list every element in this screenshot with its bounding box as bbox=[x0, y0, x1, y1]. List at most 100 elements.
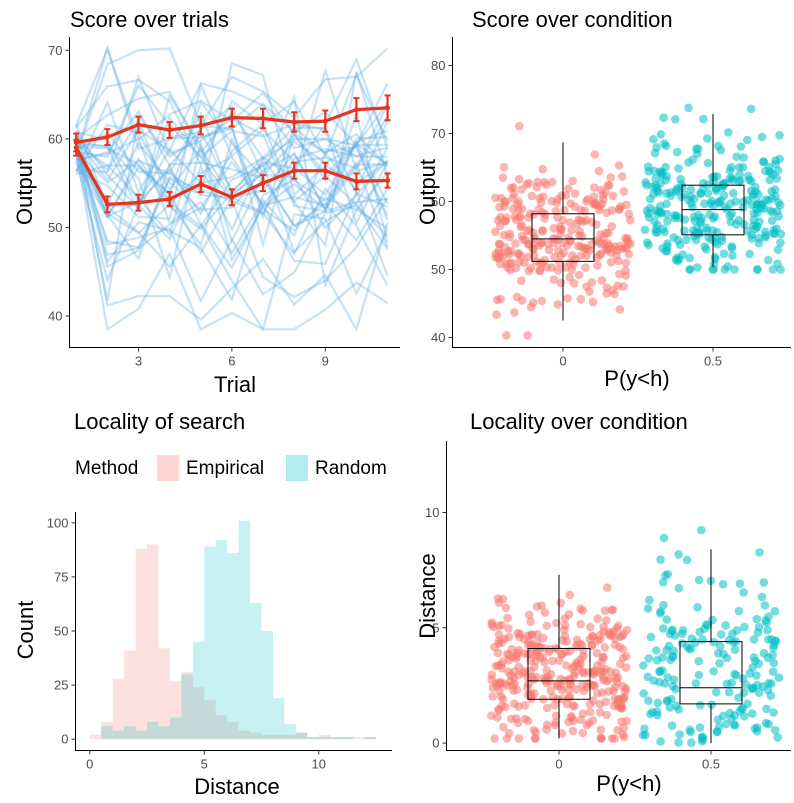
data-point bbox=[553, 245, 563, 255]
data-point bbox=[526, 209, 535, 218]
data-point bbox=[774, 673, 784, 682]
x-tick-label: 10 bbox=[311, 757, 325, 772]
data-point bbox=[674, 164, 683, 173]
data-point bbox=[707, 196, 716, 206]
mean-point bbox=[135, 122, 141, 128]
histogram-bar-empirical bbox=[169, 680, 182, 740]
data-point bbox=[556, 598, 565, 608]
data-point bbox=[768, 667, 778, 676]
data-point bbox=[605, 241, 614, 251]
data-point bbox=[694, 670, 704, 680]
data-point bbox=[586, 622, 595, 632]
data-point bbox=[649, 189, 658, 199]
histogram-bar-empirical bbox=[307, 737, 319, 740]
data-point bbox=[767, 635, 777, 644]
data-point bbox=[621, 271, 631, 280]
data-point bbox=[488, 692, 498, 701]
data-point bbox=[525, 610, 534, 620]
data-point bbox=[707, 700, 716, 709]
data-point bbox=[501, 603, 511, 613]
data-point bbox=[714, 722, 724, 732]
data-point bbox=[609, 627, 619, 636]
data-point bbox=[494, 630, 504, 639]
data-point bbox=[656, 609, 665, 618]
data-point bbox=[504, 632, 514, 642]
axis-ticks-group: 0 25 50 75 100 0 5 10 bbox=[47, 515, 326, 771]
data-point bbox=[643, 604, 653, 613]
data-point bbox=[718, 580, 728, 589]
data-point bbox=[711, 237, 720, 247]
data-point bbox=[716, 630, 726, 639]
data-point bbox=[551, 718, 560, 727]
data-point bbox=[498, 657, 507, 666]
x-tick-label: 0.5 bbox=[702, 757, 720, 772]
data-point bbox=[745, 175, 754, 185]
data-point bbox=[769, 658, 779, 668]
data-point bbox=[659, 600, 668, 610]
trial-line bbox=[75, 81, 389, 220]
data-point bbox=[505, 250, 514, 259]
data-point bbox=[703, 158, 713, 168]
histogram-bar-empirical bbox=[353, 737, 365, 740]
data-point bbox=[724, 128, 733, 137]
data-point bbox=[694, 229, 704, 239]
data-point bbox=[527, 630, 537, 640]
data-point bbox=[619, 694, 629, 704]
data-point bbox=[663, 569, 672, 579]
data-point bbox=[651, 224, 661, 234]
data-point bbox=[621, 258, 631, 268]
data-point bbox=[764, 719, 773, 729]
data-point bbox=[656, 737, 665, 746]
data-point bbox=[739, 588, 748, 597]
data-point bbox=[760, 166, 770, 176]
data-point bbox=[769, 708, 778, 717]
data-point bbox=[644, 696, 653, 705]
data-point bbox=[558, 215, 568, 225]
histogram-bar-random bbox=[192, 641, 205, 740]
data-point bbox=[601, 697, 611, 706]
data-point bbox=[526, 617, 535, 626]
data-point bbox=[599, 627, 608, 636]
data-point bbox=[717, 236, 727, 245]
legend-key-empirical bbox=[157, 455, 179, 481]
histogram-bar-empirical bbox=[192, 687, 205, 740]
data-point bbox=[700, 624, 709, 633]
data-point bbox=[663, 217, 672, 226]
data-point bbox=[556, 225, 566, 234]
data-point bbox=[672, 253, 682, 262]
histogram-bars-group bbox=[89, 520, 376, 740]
data-point bbox=[662, 209, 672, 219]
trial-line bbox=[75, 150, 389, 250]
data-point bbox=[606, 173, 615, 182]
data-point bbox=[517, 221, 527, 230]
data-point bbox=[697, 525, 706, 535]
data-point bbox=[667, 721, 677, 730]
histogram-bar-random bbox=[364, 737, 376, 740]
data-point bbox=[584, 718, 594, 728]
data-point bbox=[498, 695, 508, 704]
data-point bbox=[662, 646, 671, 655]
data-point bbox=[581, 244, 591, 253]
x-tick-label: 0.5 bbox=[704, 354, 722, 369]
data-point bbox=[724, 687, 734, 697]
data-point bbox=[532, 602, 542, 611]
data-point bbox=[675, 213, 684, 223]
data-point bbox=[497, 663, 507, 673]
mean-point bbox=[167, 127, 173, 133]
mean-lines-group bbox=[73, 94, 391, 214]
data-point bbox=[662, 189, 671, 198]
data-point bbox=[514, 645, 524, 655]
data-point bbox=[491, 227, 500, 237]
data-point bbox=[540, 608, 550, 617]
data-point bbox=[652, 707, 662, 716]
data-point bbox=[601, 616, 611, 625]
data-point bbox=[592, 648, 602, 658]
data-point bbox=[734, 606, 744, 616]
data-point bbox=[656, 201, 665, 211]
x-axis-title: Distance bbox=[194, 774, 280, 799]
data-point bbox=[722, 653, 732, 663]
data-point bbox=[495, 239, 505, 249]
data-point bbox=[525, 666, 535, 676]
histogram-bar-random bbox=[295, 732, 308, 740]
data-point bbox=[645, 595, 654, 605]
